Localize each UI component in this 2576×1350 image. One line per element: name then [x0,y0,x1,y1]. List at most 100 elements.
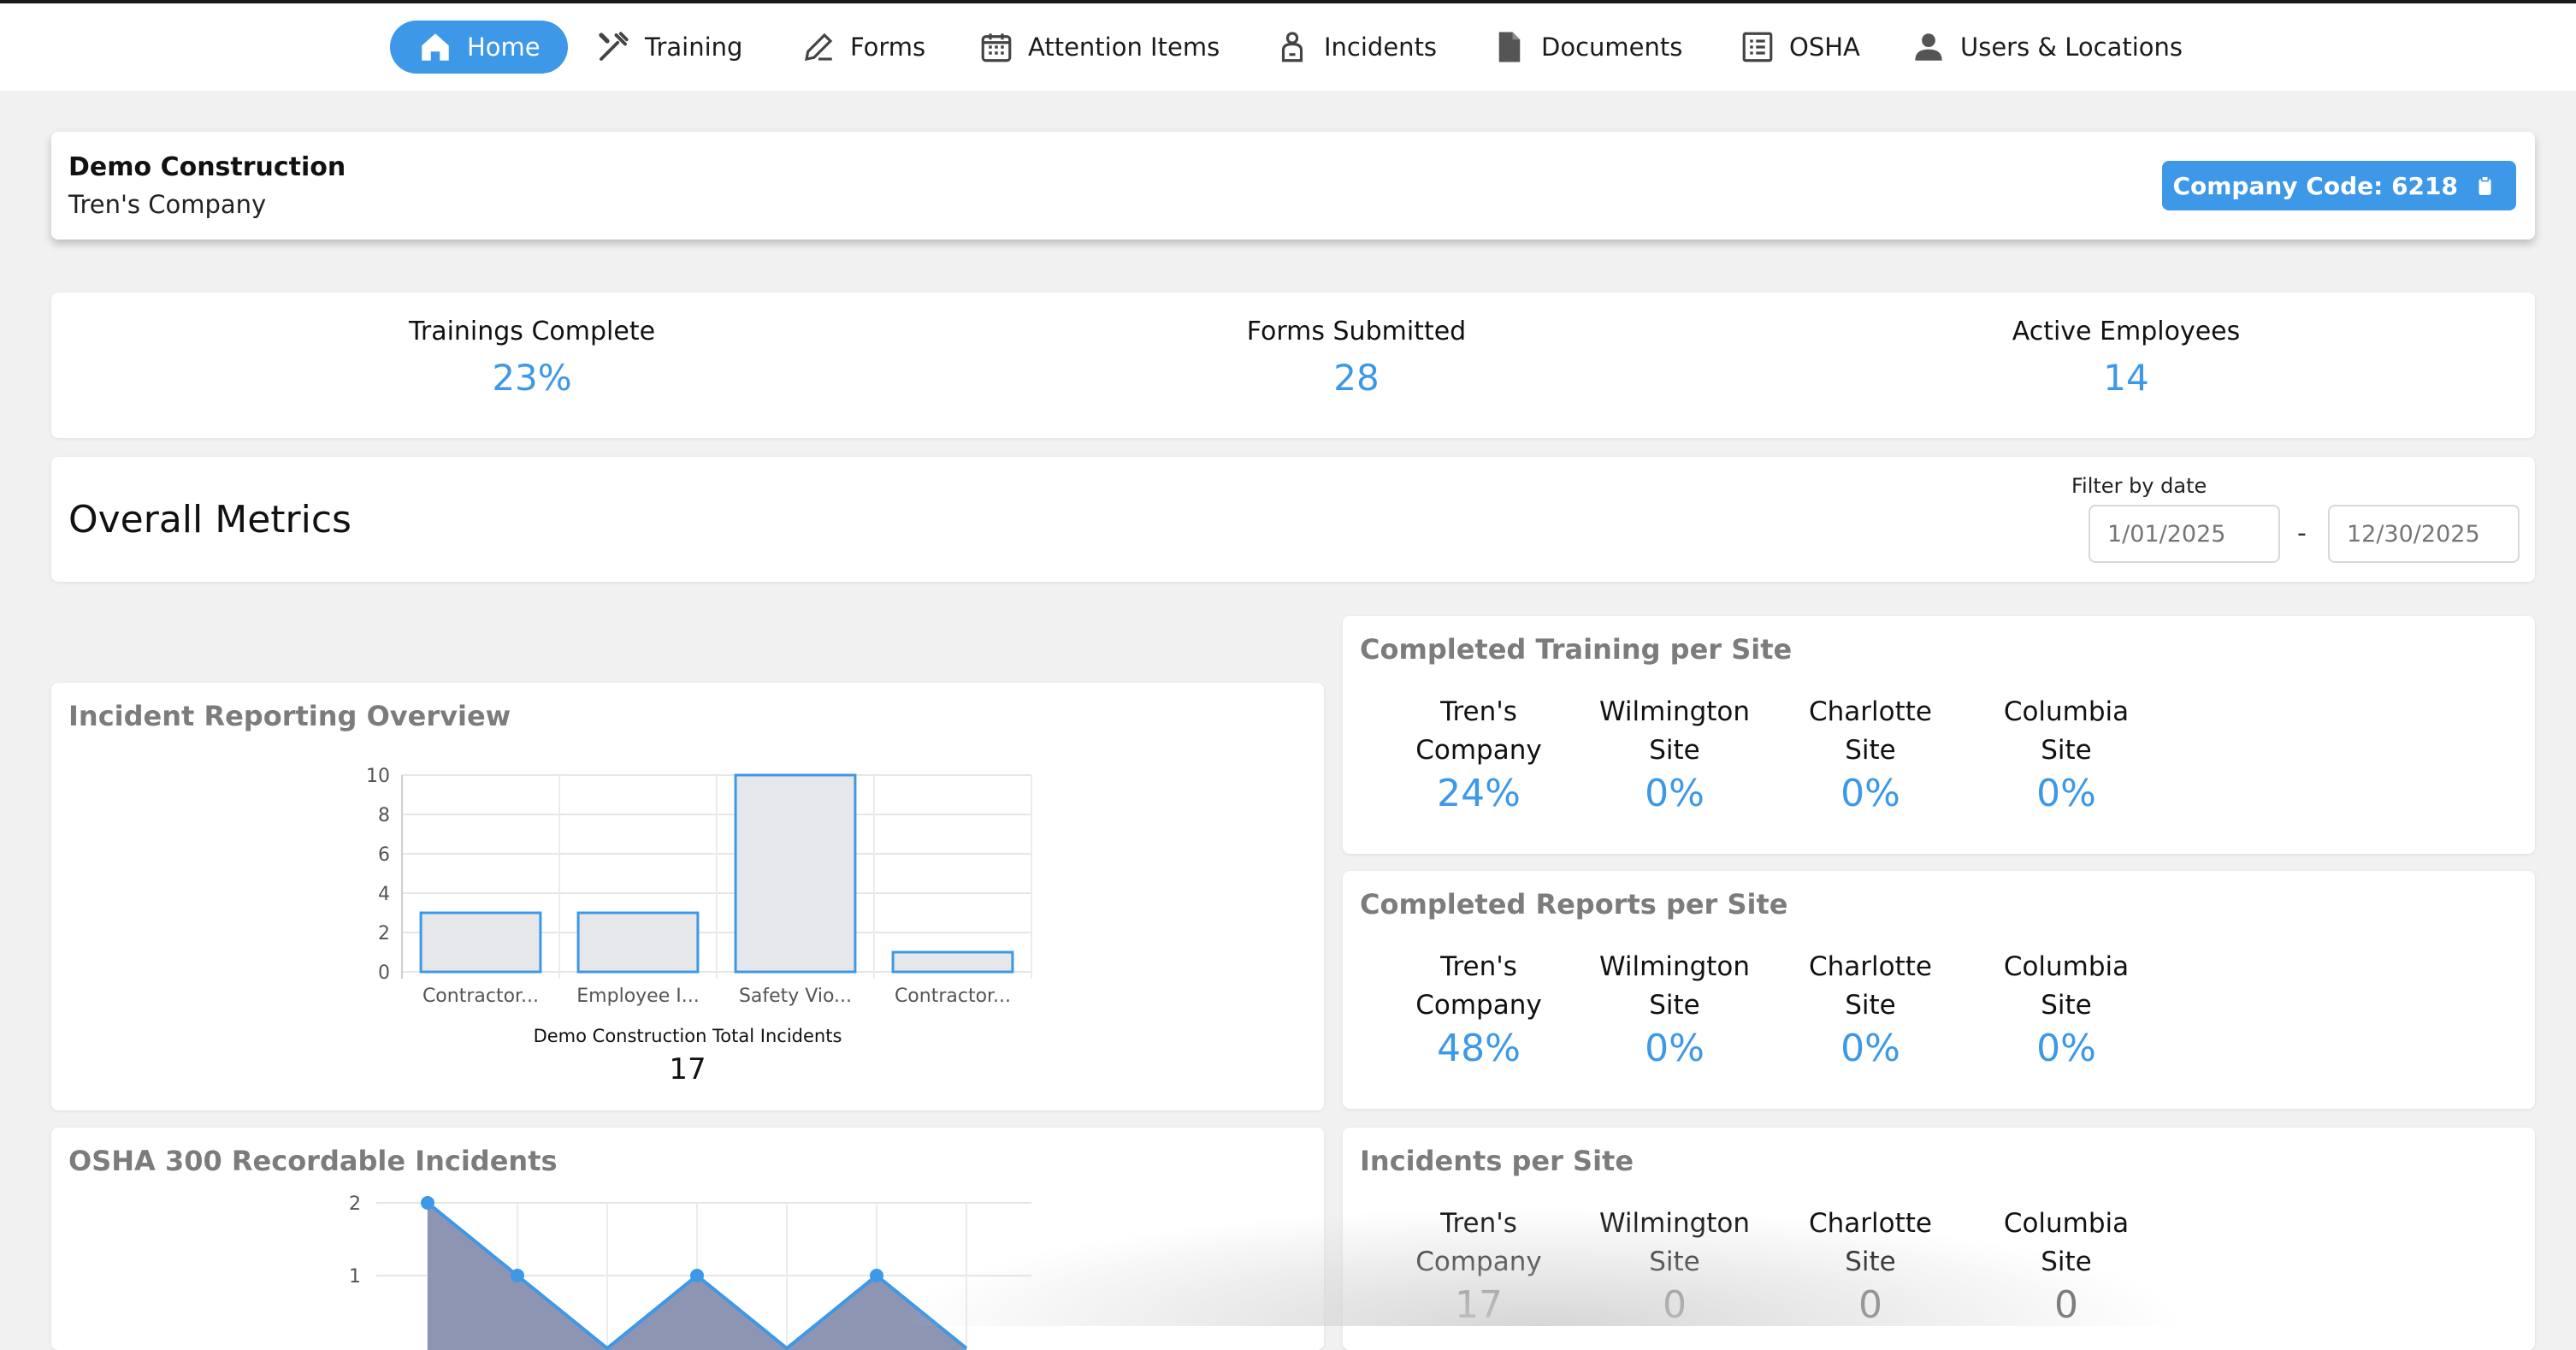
x-tick-label: Contractor... [895,986,1011,1007]
site-name-line2: Site [2041,735,2092,766]
stat-forms-submitted: Forms Submitted 28 [1134,317,1579,399]
completed-training-card: Completed Training per Site Tren's Compa… [1343,616,2535,854]
overall-metrics-title: Overall Metrics [68,498,352,542]
summary-stats-card: Trainings Complete 23% Forms Submitted 2… [51,293,2535,438]
site-value: 24% [1437,772,1521,815]
stat-label: Trainings Complete [408,317,656,346]
nav-training[interactable]: Training [568,21,770,74]
site-trens-company: Tren's Company 24% [1389,693,1569,815]
y-tick-label: 4 [378,884,390,905]
nav-forms-label: Forms [850,33,926,62]
site-name-line1: Tren's [1440,951,1517,982]
site-columbia: Columbia Site 0% [1976,693,2156,815]
site-name-line1: Tren's [1440,1208,1517,1239]
y-tick-label: 2 [378,923,390,944]
site-value: 0 [2054,1283,2078,1327]
calendar-icon [981,33,1012,62]
incidents-per-site-card: Incidents per Site Tren's Company 17 Wil… [1343,1128,2535,1350]
list-icon [1742,32,1773,62]
window-top-border [0,0,2576,3]
tools-icon [599,32,629,61]
site-name-line1: Wilmington [1598,1208,1751,1239]
y-tick-label: 0 [378,962,390,984]
document-icon [1498,32,1521,62]
site-value: 0% [1645,1027,1705,1070]
completed-reports-title: Completed Reports per Site [1360,888,1788,921]
nav-attention-items-label: Attention Items [1028,33,1220,62]
site-name-line1: Tren's [1440,696,1517,727]
y-tick-label: 2 [349,1193,361,1215]
bar [891,950,1014,974]
data-point [870,1269,883,1282]
nav-osha-label: OSHA [1789,33,1860,62]
stat-active-employees: Active Employees 14 [1904,317,2349,399]
nav-users-locations-label: Users & Locations [1960,33,2183,62]
data-point [421,1196,434,1210]
company-name: Demo Construction [68,152,346,182]
nav-documents[interactable]: Documents [1464,21,1710,74]
nav-home[interactable]: Home [390,21,568,74]
y-tick-label: 10 [366,766,390,787]
nav-osha[interactable]: OSHA [1712,21,1888,74]
company-code-button[interactable]: Company Code: 6218 [2162,161,2516,210]
site-name-line2: Site [2041,1246,2092,1277]
bar [419,911,542,974]
stat-value: 23% [492,357,572,399]
stat-value: 28 [1333,357,1380,399]
end-date-input[interactable] [2328,505,2520,563]
nav-home-label: Home [467,33,541,62]
site-value: 0% [1840,772,1900,815]
data-point [511,1269,524,1282]
site-name-line2: Company [1415,1246,1542,1277]
completed-training-title: Completed Training per Site [1360,633,1793,666]
bar [576,911,700,974]
site-trens-company: Tren's Company 48% [1389,948,1569,1070]
osha-area-chart: 12 [349,1193,1031,1350]
site-value: 0% [1645,772,1705,815]
stat-label: Active Employees [2012,317,2241,346]
data-point [690,1269,704,1282]
start-date-input[interactable] [2089,505,2280,563]
site-wilmington: Wilmington Site 0 [1585,1205,1764,1327]
overall-metrics-card: Overall Metrics Filter by date - [51,457,2535,582]
site-name-line2: Site [1845,1246,1896,1277]
stat-value: 14 [2103,357,2149,399]
x-tick-label: Employee I... [576,986,699,1007]
nav-documents-label: Documents [1541,33,1683,62]
site-charlotte: Charlotte Site 0 [1781,1205,1960,1327]
nav-attention-items[interactable]: Attention Items [951,21,1247,74]
nav-incidents[interactable]: Incidents [1247,21,1464,74]
site-name-line1: Charlotte [1809,1208,1932,1239]
incidents-per-site-title: Incidents per Site [1360,1145,1634,1177]
nav-users-locations[interactable]: Users & Locations [1883,21,2210,74]
site-value: 0 [1663,1283,1687,1327]
bar [734,773,857,974]
site-name-line2: Company [1415,735,1542,766]
site-name-line1: Wilmington [1598,951,1751,982]
site-name-line1: Wilmington [1598,696,1751,727]
site-name-line2: Site [1649,1246,1700,1277]
site-columbia: Columbia Site 0% [1976,948,2156,1070]
person-injury-icon [1281,32,1303,62]
site-value: 0% [1840,1027,1900,1070]
copy-icon [2479,175,2491,195]
total-incidents-label: Demo Construction Total Incidents [533,1026,842,1046]
site-name-line2: Site [1649,990,1700,1021]
company-code-label: Company Code: 6218 [2172,171,2458,200]
x-tick-label: Safety Vio... [739,986,852,1007]
site-name-line1: Charlotte [1809,696,1932,727]
site-name-line2: Site [2041,990,2092,1021]
site-wilmington: Wilmington Site 0% [1585,948,1764,1070]
incident-reporting-card: Incident Reporting Overview 0 2 4 6 8 10 Contr… [51,683,1324,1110]
incident-reporting-title: Incident Reporting Overview [68,700,511,732]
user-icon [1915,33,1942,61]
y-tick-label: 1 [349,1266,361,1288]
home-icon [422,33,449,61]
nav-forms[interactable]: Forms [773,21,953,74]
site-value: 17 [1455,1283,1503,1327]
site-value: 0 [1858,1283,1882,1327]
y-tick-label: 6 [378,844,390,866]
company-card: Demo Construction Tren's Company Company… [51,132,2535,240]
incident-bar-chart: 0 2 4 6 8 10 Contractor... Employee I... Safety … [366,766,1032,1007]
